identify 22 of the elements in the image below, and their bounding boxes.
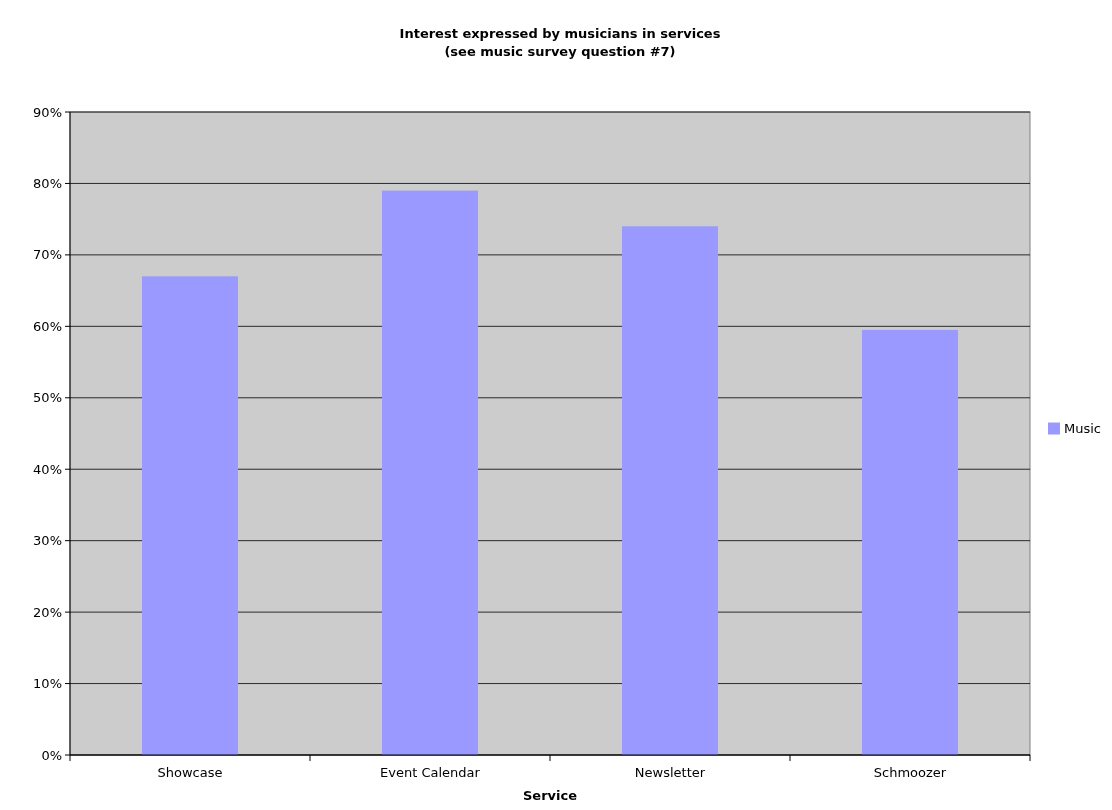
bar: [382, 190, 478, 755]
y-tick-label: 10%: [33, 676, 62, 692]
bar: [142, 276, 238, 755]
x-axis-title: Service: [522, 788, 578, 803]
x-tick-label: Showcase: [157, 765, 223, 780]
y-tick-label: 0%: [41, 747, 62, 763]
x-tick-label: Schmoozer: [873, 765, 947, 780]
chart-title: Interest expressed by musicians in services: [399, 26, 721, 41]
bar: [862, 329, 958, 755]
y-tick-label: 20%: [33, 604, 62, 620]
y-tick-label: 50%: [33, 390, 62, 406]
chart-subtitle: (see music survey question #7): [444, 44, 676, 59]
x-tick-label: Newsletter: [634, 765, 706, 780]
legend-label: Music: [1064, 421, 1101, 437]
y-tick-label: 90%: [33, 104, 62, 120]
y-tick-label: 80%: [33, 175, 62, 191]
y-tick-label: 60%: [33, 318, 62, 334]
y-tick-label: 30%: [33, 533, 62, 549]
x-tick-label: Event Calendar: [380, 765, 481, 780]
y-tick-label: 70%: [33, 247, 62, 263]
bar: [622, 226, 718, 755]
y-tick-label: 40%: [33, 461, 62, 477]
